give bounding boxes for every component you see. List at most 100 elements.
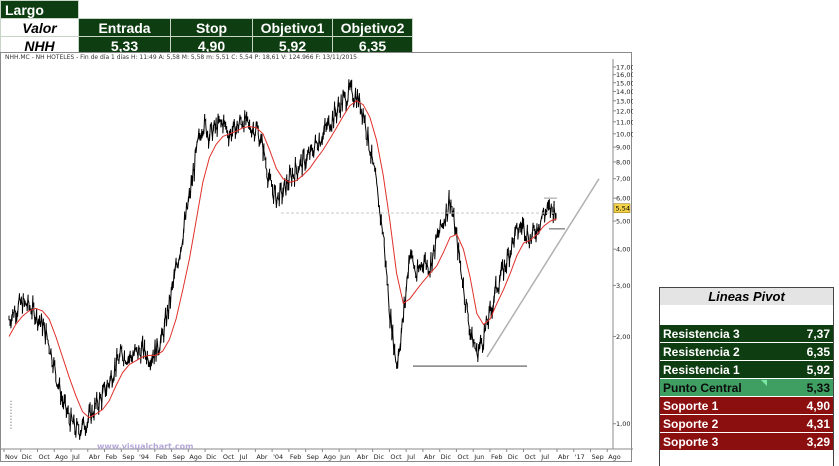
pivot-label: Soporte 1 (663, 398, 719, 413)
pivot-title: Lineas Pivot (660, 288, 833, 306)
x-tick-label: '94 (139, 453, 149, 461)
trendline (486, 178, 600, 358)
pivot-row-resistencia-2: Resistencia 2 6,35 (660, 342, 833, 360)
y-tick-label: 12,00 (616, 107, 633, 115)
pivot-value: 4,31 (806, 416, 830, 431)
x-tick-label: Jun (339, 453, 350, 461)
trade-table: Largo Valor Entrada Stop Objetivo1 Objet… (0, 0, 413, 55)
value-objetivo2: 6,35 (332, 36, 413, 55)
pivot-row-resistencia-3: Resistencia 3 7,37 (660, 324, 833, 342)
x-tick-label: Sep (307, 453, 319, 461)
pivot-value: 6,35 (806, 344, 830, 359)
pivot-label: Soporte 3 (663, 434, 719, 449)
trade-header-label: Valor (0, 18, 79, 37)
y-tick-label: 17,00 (616, 64, 633, 72)
x-tick-label: Abr (424, 453, 436, 461)
x-tick-label: Jul (540, 453, 549, 461)
value-stop: 4,90 (170, 36, 253, 55)
col-stop: Stop (170, 18, 253, 37)
x-tick-label: Ago (189, 453, 202, 461)
x-tick-label: Oct (457, 453, 469, 461)
pivot-row-soporte-2: Soporte 2 4,31 (660, 414, 833, 432)
pivot-rows: Resistencia 3 7,37 Resistencia 2 6,35 Resist… (660, 324, 833, 450)
pivot-value: 7,37 (806, 326, 830, 341)
y-tick-label: 3,00 (616, 282, 630, 290)
x-tick-label: Sep (173, 453, 185, 461)
x-tick-label: Jun (473, 453, 484, 461)
y-tick-label: 13,00 (616, 97, 633, 105)
pivot-label: Resistencia 3 (663, 326, 740, 341)
y-tick-label: 6,00 (616, 195, 630, 203)
y-tick-label: 15,00 (616, 79, 633, 87)
x-tick-label: Abr (357, 453, 369, 461)
trade-header-row: Largo (0, 0, 413, 19)
x-tick-label: Abr (558, 453, 570, 461)
x-tick-label: Nov (5, 453, 18, 461)
x-tick-label: Dic (374, 453, 385, 461)
col-objetivo1: Objetivo1 (252, 18, 333, 37)
x-tick-label: Oct (390, 453, 402, 461)
x-tick-label: Oct (223, 453, 235, 461)
x-tick-label: Jul (239, 453, 248, 461)
last-price-badge (613, 203, 631, 213)
x-tick-label: Dic (22, 453, 33, 461)
pivot-value: 5,33 (806, 380, 830, 395)
x-tick-label: Ago (608, 453, 621, 461)
col-entrada: Entrada (78, 18, 171, 37)
pivot-label: Soporte 2 (663, 416, 719, 431)
y-tick-label: 4,00 (616, 246, 630, 254)
price-chart[interactable]: NHH.MC - NH HOTELES - Fin de día 1 días … (0, 52, 633, 463)
x-tick-label: Jul (406, 453, 415, 461)
value-entrada: 5,33 (78, 36, 171, 55)
x-tick-label: Dic (508, 453, 519, 461)
y-tick-label: 9,00 (616, 144, 630, 152)
x-tick-label: Oct (524, 453, 536, 461)
pivot-row-soporte-3: Soporte 3 3,29 (660, 432, 833, 450)
pivot-bottom (660, 450, 833, 466)
y-tick-label: 1,00 (616, 420, 630, 428)
x-tick-label: '04 (273, 453, 283, 461)
x-tick-label: Dic (206, 453, 217, 461)
x-tick-label: Ago (323, 453, 336, 461)
y-tick-label: 5,00 (616, 218, 630, 226)
trade-columns-row: Valor Entrada Stop Objetivo1 Objetivo2 (0, 18, 413, 37)
x-tick-label: Feb (106, 453, 118, 461)
y-tick-label: 16,00 (616, 71, 633, 79)
last-price-label: 5,54 (616, 205, 630, 213)
x-tick-label: Feb (290, 453, 302, 461)
x-tick-label: Abr (89, 453, 101, 461)
x-tick-label: Feb (491, 453, 503, 461)
x-tick-label: Feb (156, 453, 168, 461)
y-tick-label: 11,00 (616, 118, 633, 126)
y-tick-label: 7,00 (616, 175, 630, 183)
x-tick-label: Oct (39, 453, 51, 461)
pivot-label: Punto Central (663, 380, 742, 395)
y-tick-label: 2,00 (616, 333, 630, 341)
x-tick-label: Ago (55, 453, 68, 461)
chart-header-text: NHH.MC - NH HOTELES - Fin de día 1 días … (5, 54, 357, 61)
pivot-row-punto-central: Punto Central 5,33 (660, 378, 833, 396)
pivot-value: 5,92 (806, 362, 830, 377)
x-tick-label: Jul (71, 453, 80, 461)
y-tick-label: 14,00 (616, 88, 633, 96)
price-series-line (8, 79, 557, 440)
trade-ticker: NHH (0, 36, 79, 55)
pivot-value: 4,90 (806, 398, 830, 413)
moving-average-line (8, 100, 558, 419)
x-tick-label: Sep (591, 453, 603, 461)
col-objetivo2: Objetivo2 (332, 18, 413, 37)
watermark: www.visualchart.com (97, 442, 194, 451)
x-tick-label: Sep (122, 453, 134, 461)
x-tick-label: Abr (256, 453, 268, 461)
pivot-label: Resistencia 2 (663, 344, 740, 359)
pivot-row-soporte-1: Soporte 1 4,90 (660, 396, 833, 414)
pivot-panel: Lineas Pivot Resistencia 3 7,37 Resistenci… (659, 287, 834, 466)
x-tick-label: Dic (441, 453, 452, 461)
x-tick-label: '17 (575, 453, 585, 461)
pivot-value: 3,29 (806, 434, 830, 449)
pivot-label: Resistencia 1 (663, 362, 740, 377)
pivot-spacer (660, 306, 833, 324)
y-tick-label: 10,00 (616, 130, 633, 138)
pivot-row-resistencia-1: Resistencia 1 5,92 (660, 360, 833, 378)
